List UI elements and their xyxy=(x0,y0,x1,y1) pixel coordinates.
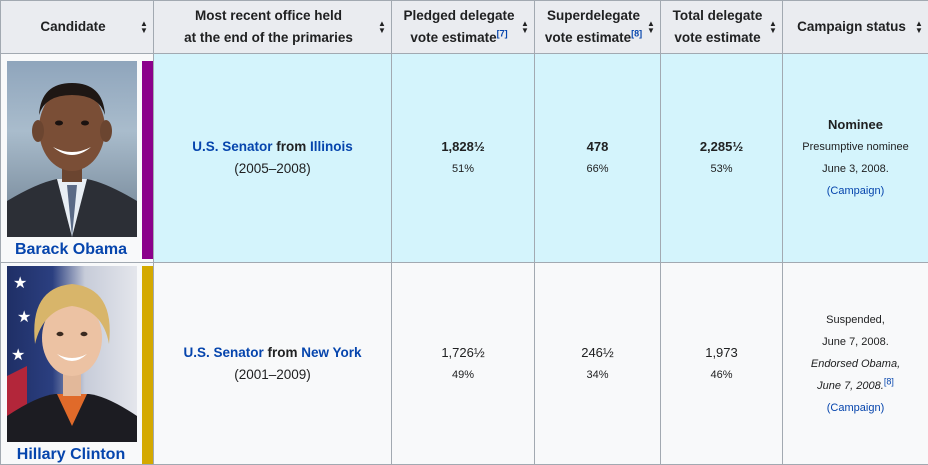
status-line: Presumptive nominee xyxy=(783,136,928,158)
total-value: 2,285½ xyxy=(661,136,782,158)
svg-text:★: ★ xyxy=(17,307,31,326)
status-line: Endorsed Obama, xyxy=(811,358,900,370)
status-title: Nominee xyxy=(783,114,928,136)
super-percent: 66% xyxy=(535,158,660,180)
status-cell: Suspended, June 7, 2008. Endorsed Obama,… xyxy=(783,263,928,465)
header-status-label: Campaign status xyxy=(797,16,914,38)
office-title-link[interactable]: U.S. Senator xyxy=(183,345,263,360)
header-super-line2: vote estimate xyxy=(545,30,631,45)
pledged-cell: 1,828½ 51% xyxy=(392,54,535,263)
header-super[interactable]: Superdelegate vote estimate[8] ▲▼ xyxy=(535,1,661,54)
super-value: 478 xyxy=(535,136,660,158)
status-ref-link[interactable]: [8] xyxy=(884,376,894,386)
office-state-link[interactable]: New York xyxy=(301,345,361,360)
sort-arrows-icon[interactable]: ▲▼ xyxy=(378,20,386,34)
super-percent: 34% xyxy=(535,364,660,386)
svg-text:★: ★ xyxy=(13,273,27,292)
status-line: June 3, 2008. xyxy=(783,158,928,180)
super-cell: 246½ 34% xyxy=(535,263,661,465)
header-total-line2: vote estimate xyxy=(674,30,760,45)
header-pledged[interactable]: Pledged delegate vote estimate[7] ▲▼ xyxy=(392,1,535,54)
header-office-line1: Most recent office held xyxy=(195,8,342,23)
status-cell: Nominee Presumptive nominee June 3, 2008… xyxy=(783,54,928,263)
office-cell: U.S. Senator from Illinois (2005–2008) xyxy=(154,54,392,263)
portrait-image: ★ ★ ★ xyxy=(7,266,137,442)
status-line: Suspended, xyxy=(783,309,928,331)
portrait-image xyxy=(7,61,137,237)
svg-text:★: ★ xyxy=(11,345,25,364)
candidate-cell: ★ ★ ★ xyxy=(1,263,154,465)
total-percent: 53% xyxy=(661,158,782,180)
total-value: 1,973 xyxy=(661,342,782,364)
pledged-cell: 1,726½ 49% xyxy=(392,263,535,465)
table-row: Barack Obama U.S. Senator from Illinois … xyxy=(1,54,928,263)
campaign-link[interactable]: (Campaign) xyxy=(827,402,884,414)
party-color-bar xyxy=(142,266,153,464)
header-pledged-line1: Pledged delegate xyxy=(403,8,514,23)
total-cell: 2,285½ 53% xyxy=(661,54,783,263)
header-candidate-label: Candidate xyxy=(40,16,113,38)
header-total-line1: Total delegate xyxy=(673,8,763,23)
candidate-name-link[interactable]: Hillary Clinton xyxy=(1,446,141,464)
header-super-line1: Superdelegate xyxy=(547,8,640,23)
campaign-link[interactable]: (Campaign) xyxy=(827,185,884,197)
total-percent: 46% xyxy=(661,364,782,386)
sort-arrows-icon[interactable]: ▲▼ xyxy=(140,20,148,34)
header-office-line2: at the end of the primaries xyxy=(184,30,353,45)
office-years: (2005–2008) xyxy=(234,161,311,176)
candidate-photo[interactable] xyxy=(7,61,137,237)
super-ref-link[interactable]: [8] xyxy=(631,29,642,39)
sort-arrows-icon[interactable]: ▲▼ xyxy=(521,20,529,34)
status-line: June 7, 2008. xyxy=(783,331,928,353)
table-row: ★ ★ ★ xyxy=(1,263,928,465)
pledged-percent: 49% xyxy=(392,364,534,386)
office-state-link[interactable]: Illinois xyxy=(310,139,353,154)
office-years: (2001–2009) xyxy=(234,367,311,382)
pledged-percent: 51% xyxy=(392,158,534,180)
candidate-cell: Barack Obama xyxy=(1,54,154,263)
super-cell: 478 66% xyxy=(535,54,661,263)
candidate-photo[interactable]: ★ ★ ★ xyxy=(7,266,137,442)
pledged-value: 1,828½ xyxy=(392,136,534,158)
sort-arrows-icon[interactable]: ▲▼ xyxy=(915,20,923,34)
total-cell: 1,973 46% xyxy=(661,263,783,465)
header-office[interactable]: Most recent office held at the end of th… xyxy=(154,1,392,54)
header-candidate[interactable]: Candidate ▲▼ xyxy=(1,1,154,54)
party-color-bar xyxy=(142,61,153,259)
sort-arrows-icon[interactable]: ▲▼ xyxy=(769,20,777,34)
pledged-ref-link[interactable]: [7] xyxy=(497,29,508,39)
office-from-text: from xyxy=(276,139,306,154)
status-line: June 7, 2008. xyxy=(817,380,884,392)
super-value: 246½ xyxy=(535,342,660,364)
header-row: Candidate ▲▼ Most recent office held at … xyxy=(1,1,928,54)
pledged-value: 1,726½ xyxy=(392,342,534,364)
header-pledged-line2: vote estimate xyxy=(410,30,496,45)
sort-arrows-icon[interactable]: ▲▼ xyxy=(647,20,655,34)
header-status[interactable]: Campaign status ▲▼ xyxy=(783,1,928,54)
office-from-text: from xyxy=(268,345,298,360)
office-title-link[interactable]: U.S. Senator xyxy=(192,139,272,154)
candidate-name-link[interactable]: Barack Obama xyxy=(1,241,141,259)
office-cell: U.S. Senator from New York (2001–2009) xyxy=(154,263,392,465)
header-total[interactable]: Total delegate vote estimate ▲▼ xyxy=(661,1,783,54)
